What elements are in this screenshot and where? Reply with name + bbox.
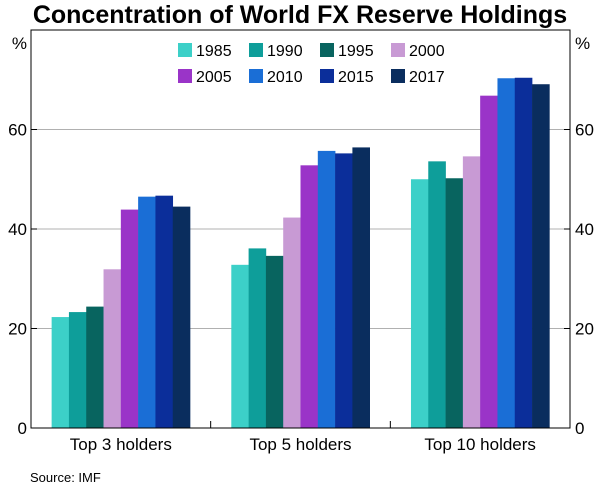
bar-1985-3 (410, 179, 429, 428)
bar-2010-1 (138, 196, 156, 428)
bar-2015-2 (335, 153, 353, 428)
y-tick-label-left: 60 (8, 121, 27, 140)
legend-swatch-1995 (320, 43, 334, 57)
y-axis-unit-right: % (575, 34, 590, 53)
bar-1990-1 (68, 312, 87, 428)
legend-label-1995: 1995 (338, 43, 374, 60)
bar-1995-2 (265, 255, 284, 428)
legend-swatch-2005 (178, 69, 192, 83)
bar-1990-3 (428, 161, 446, 428)
legend-swatch-1985 (178, 43, 192, 57)
y-axis-unit-left: % (12, 34, 27, 53)
bar-2015-1 (155, 195, 174, 428)
bar-2005-3 (480, 95, 498, 429)
legend-label-2015: 2015 (338, 69, 374, 86)
legend-label-2005: 2005 (196, 69, 232, 86)
x-tick-label: Top 3 holders (70, 435, 172, 454)
legend-swatch-2010 (249, 69, 263, 83)
bar-2010-3 (497, 78, 516, 428)
legend-swatch-1990 (249, 43, 263, 57)
bar-2000-1 (103, 269, 122, 428)
bar-2005-2 (300, 165, 319, 428)
legend-label-1985: 1985 (196, 43, 232, 60)
y-tick-label-left: 40 (8, 220, 27, 239)
bar-1990-2 (248, 248, 267, 428)
y-tick-label-right: 20 (575, 320, 594, 339)
bar-2017-2 (352, 147, 370, 428)
legend-swatch-2015 (320, 69, 334, 83)
bar-1995-3 (445, 178, 464, 428)
source-note: Source: IMF (30, 470, 101, 485)
y-tick-label-right: 60 (575, 121, 594, 140)
legend-label-2000: 2000 (409, 43, 445, 60)
y-tick-label-right: 40 (575, 220, 594, 239)
bar-2010-2 (317, 150, 336, 428)
bar-2017-3 (532, 84, 550, 428)
bar-2017-1 (172, 206, 191, 428)
bar-1985-1 (51, 317, 70, 428)
y-tick-label-right: 0 (575, 419, 584, 438)
x-tick-label: Top 10 holders (424, 435, 536, 454)
legend-swatch-2017 (391, 69, 405, 83)
bar-2015-3 (514, 77, 533, 428)
y-tick-label-left: 0 (18, 419, 27, 438)
chart-title: Concentration of World FX Reserve Holdin… (32, 1, 568, 29)
y-tick-label-left: 20 (8, 320, 27, 339)
bar-2000-2 (283, 217, 301, 428)
legend-swatch-2000 (391, 43, 405, 57)
legend-label-2010: 2010 (267, 69, 303, 86)
legend-label-1990: 1990 (267, 43, 303, 60)
bar-2005-1 (120, 209, 139, 428)
bar-2000-3 (462, 156, 481, 429)
bar-1995-1 (86, 306, 104, 428)
bar-1985-2 (231, 264, 249, 428)
x-tick-label: Top 5 holders (249, 435, 351, 454)
legend-label-2017: 2017 (409, 69, 445, 86)
